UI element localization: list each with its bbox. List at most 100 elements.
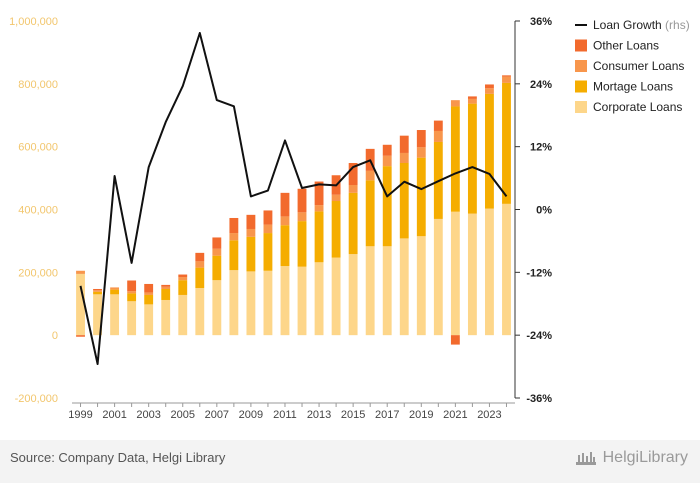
bar-other-loans [212, 237, 222, 249]
right-tick-label: 24% [530, 79, 552, 91]
legend-label-suffix: (rhs) [662, 18, 690, 32]
bar-corporate-loans [297, 266, 307, 336]
bar-consumer-loans [110, 287, 120, 290]
bar-other-loans [485, 84, 494, 89]
x-tick-label: 1999 [68, 409, 92, 421]
bar-corporate-loans [485, 208, 494, 336]
bar-mortage-loans [212, 255, 222, 281]
bar-corporate-loans [365, 246, 375, 336]
left-tick-label: -200,000 [15, 393, 58, 405]
bar-consumer-loans [365, 170, 375, 181]
bar-consumer-loans [280, 216, 290, 226]
bar-mortage-loans [297, 221, 307, 267]
bar-consumer-loans [485, 88, 494, 94]
bar-other-loans [382, 144, 392, 156]
x-axis: 1999 2001 2003 2005 2007 2009 2011 2013 2015 2017… [68, 402, 515, 421]
right-tick-label: -24% [526, 330, 552, 342]
bar-corporate-loans [110, 294, 120, 336]
bar-corporate-loans [195, 288, 205, 336]
left-tick-label: 200,000 [18, 267, 58, 279]
bar-other-loans [76, 335, 85, 337]
bar-corporate-loans [280, 266, 290, 336]
legend-label: Corporate Loans [593, 100, 682, 114]
bar-consumer-loans [212, 248, 222, 256]
bar-corporate-loans [144, 304, 154, 336]
bar-other-loans [280, 192, 290, 217]
x-tick-label: 2013 [307, 409, 331, 421]
bar-corporate-loans [246, 271, 256, 336]
bar-consumer-loans [502, 76, 511, 83]
bar-corporate-loans [416, 236, 426, 336]
right-tick-label: -36% [526, 393, 552, 405]
bar-corporate-loans [161, 299, 171, 336]
x-tick-label: 2009 [239, 409, 263, 421]
bar-mortage-loans [127, 293, 137, 302]
bar-mortage-loans [502, 82, 511, 204]
legend-label: Other Loans [593, 39, 659, 53]
bar-corporate-loans [502, 203, 511, 336]
right-tick-label: 0% [536, 205, 552, 217]
legend-swatch [575, 101, 587, 113]
left-tick-label: 0 [52, 330, 58, 342]
library-icon [575, 452, 596, 465]
brand-logo[interactable]: HelgiLibrary [575, 449, 688, 467]
bar-consumer-loans [246, 228, 256, 237]
bar-mortage-loans [280, 225, 290, 267]
bar-mortage-loans [144, 294, 154, 305]
bar-mortage-loans [229, 240, 239, 271]
legend-swatch [575, 60, 587, 72]
bar-corporate-loans [93, 294, 102, 336]
right-tick-label: 12% [530, 142, 552, 154]
bar-other-loans [348, 163, 358, 185]
bar-consumer-loans [161, 286, 171, 289]
bar-other-loans [314, 181, 324, 206]
bar-consumer-loans [348, 184, 358, 193]
legend-label: Mortage Loans [593, 80, 673, 94]
loan-growth-line [79, 32, 508, 365]
bar-corporate-loans [467, 213, 477, 336]
bar-corporate-loans [399, 238, 409, 336]
bar-consumer-loans [229, 233, 239, 241]
bar-other-loans [161, 284, 171, 287]
bar-consumer-loans [450, 100, 460, 107]
legend: Loan Growth (rhs) Other Loans Consumer Loa… [575, 18, 690, 114]
bar-mortage-loans [110, 289, 120, 295]
bar-mortage-loans [467, 103, 477, 214]
bar-other-loans [297, 188, 307, 213]
bar-corporate-loans [212, 280, 222, 336]
bar-consumer-loans [178, 277, 188, 281]
bar-other-loans [144, 283, 154, 293]
bar-corporate-loans [314, 262, 324, 336]
bar-mortage-loans [382, 166, 392, 247]
left-tick-label: 1,000,000 [9, 16, 58, 28]
bar-consumer-loans [144, 292, 154, 295]
bar-consumer-loans [195, 261, 205, 268]
loans-chart: -200,000 0 200,000 400,000 600,000 800,000 1,0… [9, 16, 690, 421]
bar-mortage-loans [416, 157, 426, 237]
right-axis: -36% -24% -12% 0% 12% 24% 36% [514, 16, 552, 405]
bar-mortage-loans [399, 163, 409, 239]
bar-other-loans [127, 280, 137, 292]
bar-other-loans [229, 217, 239, 234]
bar-consumer-loans [467, 98, 477, 104]
left-tick-label: 600,000 [18, 142, 58, 154]
bar-consumer-loans [433, 130, 443, 142]
bar-consumer-loans [76, 270, 85, 274]
bar-other-loans [416, 130, 426, 148]
bar-other-loans [399, 135, 409, 153]
bar-mortage-loans [348, 192, 358, 255]
x-tick-label: 2019 [409, 409, 433, 421]
bar-other-loans [433, 120, 443, 131]
x-tick-label: 2005 [171, 409, 195, 421]
right-tick-label: -12% [526, 267, 552, 279]
bar-consumer-loans [416, 147, 426, 158]
bar-consumer-loans [314, 205, 324, 212]
bar-other-loans [178, 274, 188, 278]
growth-line [79, 32, 508, 365]
bar-other-loans [195, 252, 205, 262]
legend-swatch [575, 39, 587, 52]
bar-mortage-loans [178, 280, 188, 295]
bar-corporate-loans [433, 218, 443, 336]
bar-corporate-loans [76, 273, 85, 336]
bar-mortage-loans [161, 288, 171, 300]
